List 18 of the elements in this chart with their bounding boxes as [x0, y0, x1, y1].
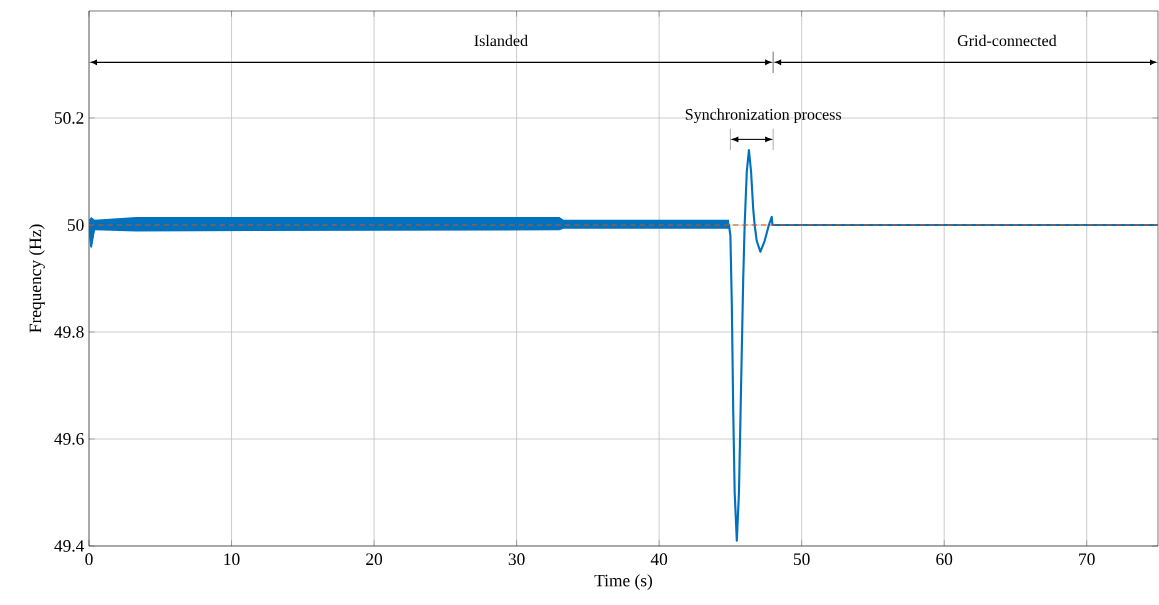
annotation: Grid-connected [957, 34, 1057, 47]
x-tick-label: 20 [366, 553, 383, 566]
y-tick-label: 50.2 [54, 112, 84, 124]
x-tick-label: 10 [224, 553, 240, 566]
y-tick-label: 49.4 [54, 540, 85, 552]
x-tick-label: 40 [650, 553, 668, 566]
x-tick-label: 50 [794, 553, 810, 566]
x-tick-label: 0 [85, 553, 93, 566]
x-tick-label: 70 [1079, 553, 1095, 566]
y-tick-label: 50 [67, 219, 84, 231]
y-tick-label: 49.8 [54, 326, 84, 338]
y-tick-label: 49.6 [54, 433, 84, 445]
x-tick-label: 30 [508, 553, 525, 566]
annotation: Synchronization process [685, 108, 842, 124]
x-tick-label: 60 [936, 553, 953, 566]
annotation: Islanded [474, 34, 528, 47]
x-axis-title: Time (s) [594, 574, 653, 590]
y-axis-title: Frequency (Hz) [29, 224, 45, 333]
